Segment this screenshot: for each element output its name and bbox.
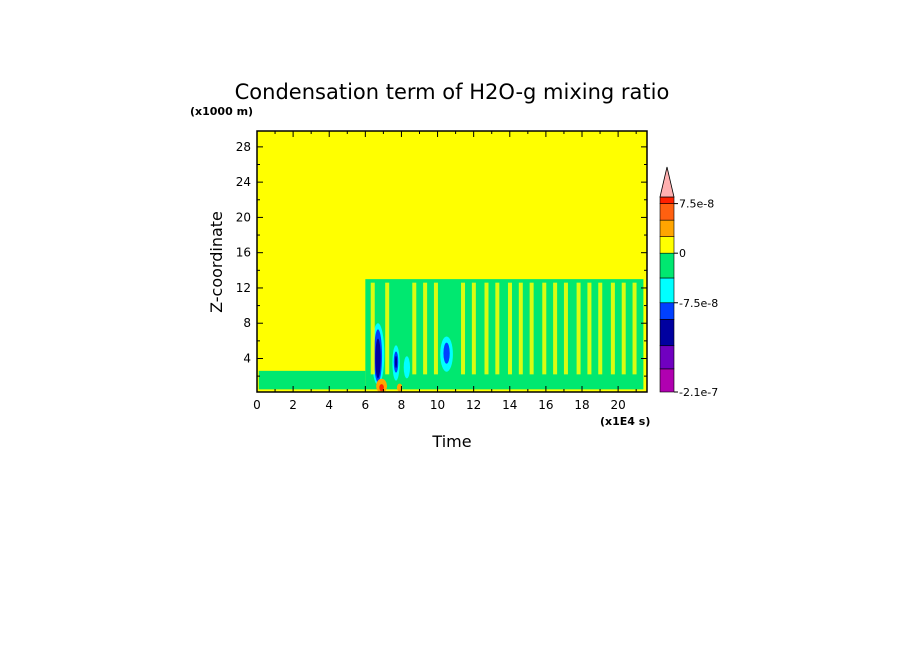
x-tick-label: 20 <box>610 398 625 412</box>
contour-gap <box>495 282 500 375</box>
contour-gap <box>507 282 512 375</box>
contour-gap <box>471 282 476 375</box>
colorbar-band <box>659 345 675 370</box>
x-tick-label: 4 <box>325 398 333 412</box>
contour-region <box>379 384 384 392</box>
x-tick-label: 8 <box>398 398 406 412</box>
contour-gap <box>621 282 626 375</box>
colorbar-band <box>659 318 675 347</box>
x-tick-label: 2 <box>289 398 297 412</box>
colorbar-label: -7.5e-8 <box>679 297 718 310</box>
contour-region <box>258 370 366 390</box>
colorbar-band <box>659 219 675 237</box>
plot-frame <box>256 130 648 393</box>
y-tick-label: 12 <box>236 281 251 295</box>
x-tick-label: 10 <box>430 398 445 412</box>
x-axis-label: Time <box>431 432 471 451</box>
contour-gap <box>610 282 615 375</box>
colorbar-extension <box>659 166 675 198</box>
x-tick-label: 6 <box>362 398 370 412</box>
contour-gap <box>529 282 534 375</box>
chart-title: Condensation term of H2O-g mixing ratio <box>235 80 670 104</box>
contour-gap <box>598 282 603 375</box>
contour-gap <box>587 282 592 375</box>
contour-gap <box>385 282 390 375</box>
x-tick-label: 12 <box>466 398 481 412</box>
colorbar-band <box>659 252 675 279</box>
y-tick-label: 16 <box>236 246 251 260</box>
colorbar-label: 0 <box>679 247 686 260</box>
colorbar-band <box>659 236 675 254</box>
contour-region <box>375 338 381 379</box>
y-tick-label: 8 <box>243 316 251 330</box>
colorbar-band <box>659 302 675 320</box>
y-tick-label: 24 <box>236 175 251 189</box>
x-axis-unit: (x1E4 s) <box>600 415 650 428</box>
contour-gap <box>484 282 489 375</box>
contour-gap <box>461 282 466 375</box>
colorbar-band <box>659 196 675 204</box>
colorbar-label: -2.1e-7 <box>679 386 718 399</box>
x-tick-label: 18 <box>574 398 589 412</box>
colorbar-band <box>659 277 675 304</box>
contour-gap <box>433 282 438 375</box>
contour-gap <box>563 282 568 375</box>
y-tick-label: 20 <box>236 210 251 224</box>
colorbar-band <box>659 203 675 221</box>
contour-gap <box>423 282 428 375</box>
contour-gap <box>632 282 637 375</box>
y-tick-label: 4 <box>243 351 251 365</box>
x-tick-label: 0 <box>253 398 261 412</box>
y-axis-unit: (x1000 m) <box>190 105 253 118</box>
contour-gap <box>576 282 581 375</box>
colorbar-band <box>659 368 675 393</box>
contour-region <box>394 355 398 369</box>
contour-gap <box>370 282 375 375</box>
contour-gap <box>542 282 547 375</box>
contour-region <box>403 356 411 379</box>
colorbar-label: 7.5e-8 <box>679 198 714 211</box>
y-axis-label: Z-coordinate <box>207 211 226 313</box>
contour-gap <box>518 282 523 375</box>
colorbar: 7.5e-8 0 -7.5e-8 -2.1e-7 <box>659 166 718 399</box>
x-tick-label: 16 <box>538 398 553 412</box>
plot-area <box>257 131 647 392</box>
y-tick-label: 28 <box>236 140 251 154</box>
contour-gap <box>553 282 558 375</box>
x-tick-label: 14 <box>502 398 517 412</box>
contour-gap <box>412 282 417 375</box>
contour-region <box>443 342 450 364</box>
contour-region <box>365 279 644 390</box>
